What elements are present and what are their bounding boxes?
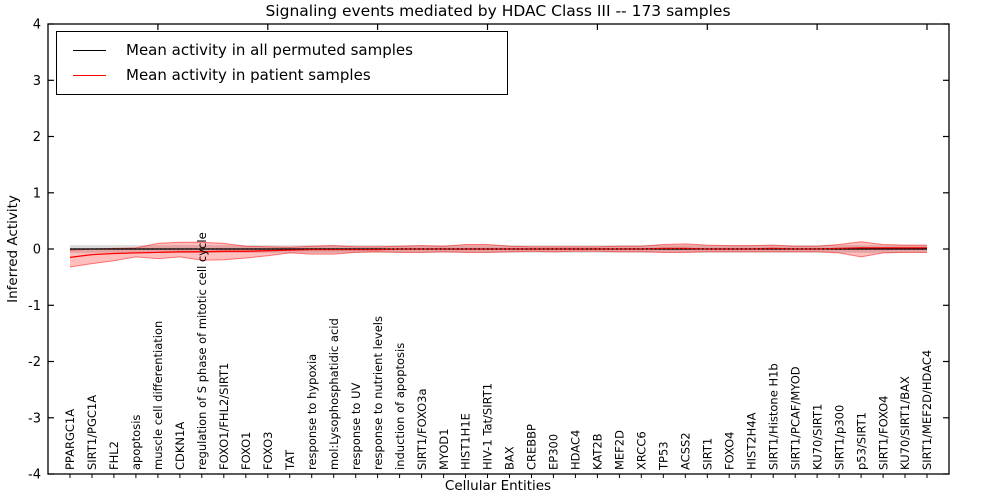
legend-item-permuted: Mean activity in all permuted samples xyxy=(73,40,507,59)
legend-label: Mean activity in all permuted samples xyxy=(126,40,413,59)
legend: Mean activity in all permuted samples Me… xyxy=(56,31,508,95)
x-tick-label: SIRT1/MEF2D/HDAC4 xyxy=(920,350,934,470)
x-tick-label: MYOD1 xyxy=(437,428,451,470)
x-tick-label: SIRT1/FOXO4 xyxy=(876,395,890,470)
x-tick-label: HIST1H1E xyxy=(459,413,473,470)
x-tick-label: KU70/SIRT1 xyxy=(810,404,824,470)
y-tick-label: -1 xyxy=(28,299,41,314)
patient-samples-spread-band-edge xyxy=(69,250,927,268)
x-tick-label: ACSS2 xyxy=(679,432,693,470)
y-tick-label: 3 xyxy=(33,74,41,89)
x-tick-label: CREBBP xyxy=(525,424,539,470)
x-tick-label: HIST2H4A xyxy=(744,412,758,470)
x-tick-label: response to hypoxia xyxy=(305,354,319,470)
x-tick-label: KAT2B xyxy=(591,433,605,470)
y-tick-label: 1 xyxy=(33,186,41,201)
x-tick-label: regulation of S phase of mitotic cell cy… xyxy=(195,232,209,470)
x-tick-label: XRCC6 xyxy=(635,431,649,470)
permuted-line-swatch xyxy=(73,49,106,51)
x-tick-label: FOXO1/FHL2/SIRT1 xyxy=(217,363,231,470)
x-tick-label: KU70/SIRT1/BAX xyxy=(898,376,912,470)
legend-label: Mean activity in patient samples xyxy=(126,66,371,85)
x-tick-label: FOXO3 xyxy=(261,432,275,470)
chart-title: Signaling events mediated by HDAC Class … xyxy=(265,2,731,20)
x-tick-label: EP300 xyxy=(547,434,561,470)
x-tick-label: SIRT1/PCAF/MYOD xyxy=(788,366,802,470)
x-tick-label: MEF2D xyxy=(613,430,627,470)
x-tick-label: BAX xyxy=(503,446,517,470)
y-tick-label: 2 xyxy=(33,130,41,145)
x-tick-label: TP53 xyxy=(657,441,671,471)
x-axis-label: Cellular Entities xyxy=(444,478,552,494)
x-tick-label: HDAC4 xyxy=(569,430,583,470)
y-tick-label: 4 xyxy=(33,18,41,33)
x-tick-label: response to nutrient levels xyxy=(371,316,385,470)
patient-line-swatch xyxy=(73,75,106,77)
patient-samples-spread-band-edge xyxy=(69,241,927,251)
y-tick-label: -4 xyxy=(28,468,41,483)
patient-samples-spread-band xyxy=(70,241,927,267)
x-tick-label: SIRT1/PGC1A xyxy=(85,395,99,470)
x-tick-label: muscle cell differentiation xyxy=(151,321,165,470)
x-tick-label: FOXO1 xyxy=(239,432,253,470)
y-axis-label: Inferred Activity xyxy=(5,195,21,303)
y-tick-label: 0 xyxy=(33,243,41,258)
x-tick-label: induction of apoptosis xyxy=(393,343,407,470)
x-tick-label: SIRT1/Histone H1b xyxy=(766,363,780,470)
plot-area: 4 3 2 1 0 -1 -2 -3 -4 PPARGC1A SIRT1/PGC1A FHL2 apop… xyxy=(28,18,950,483)
x-tick-label: response to UV xyxy=(349,382,363,470)
x-tick-label: TAT xyxy=(283,449,297,471)
x-tick-label: SIRT1/FOXO3a xyxy=(415,388,429,470)
x-tick-label: CDKN1A xyxy=(173,422,187,470)
x-tick-label: SIRT1 xyxy=(701,438,715,470)
y-tick-label: -2 xyxy=(28,355,41,370)
x-tick-label: FHL2 xyxy=(107,441,121,470)
legend-item-patient: Mean activity in patient samples xyxy=(73,68,507,83)
y-tick-label: -3 xyxy=(28,411,41,426)
x-tick-label: p53/SIRT1 xyxy=(854,412,868,470)
x-tick-label: SIRT1/p300 xyxy=(832,405,846,470)
x-tick-label: mol:Lysophosphatidic acid xyxy=(327,318,341,470)
x-tick-label: PPARGC1A xyxy=(63,409,77,470)
x-tick-label: FOXO4 xyxy=(722,432,736,470)
x-tick-label: apoptosis xyxy=(129,415,143,470)
x-tick-label: HIV-1 Tat/SIRT1 xyxy=(481,383,495,470)
